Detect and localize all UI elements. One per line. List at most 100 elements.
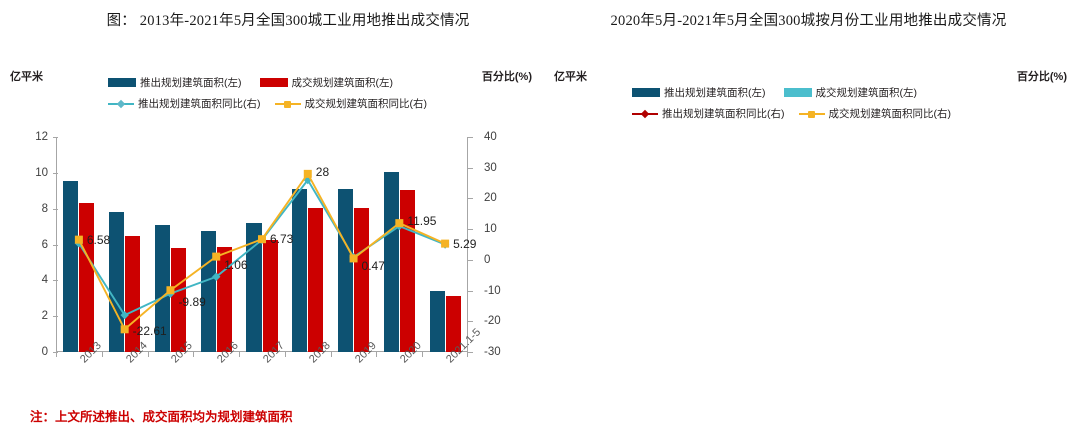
right-chart-panel: 2020年5月-2021年5月全国300城按月份工业用地推出成交情况 亿平米 百… — [540, 0, 1077, 434]
right-chart-legend: 推出规划建筑面积(左) 成交规划建筑面积(左) 推出规划建筑面积同比(右) 成交… — [632, 82, 962, 124]
axis-tick-mark — [53, 137, 58, 138]
bar-deal-area[interactable] — [308, 208, 324, 352]
bar-launch-area[interactable] — [337, 188, 354, 352]
data-point-label: 11.95 — [407, 214, 437, 229]
axis-tick-mark — [468, 229, 473, 231]
legend-swatch-launch-line-icon — [108, 99, 134, 109]
xaxis-category: 2019 — [331, 340, 379, 415]
axis-tick-mark — [53, 172, 58, 174]
legend-label-deal-yoy: 成交规划建筑面积同比(右) — [304, 98, 428, 110]
legend-label-deal-bar: 成交规划建筑面积(左) — [291, 77, 394, 89]
data-point-label: 0.47 — [361, 259, 385, 274]
legend-item-deal-area-bar[interactable]: 成交规划建筑面积(左) — [783, 85, 918, 100]
legend-label-launch-yoy: 推出规划建筑面积同比(右) — [138, 98, 261, 110]
legend-swatch-launch-bar-icon — [108, 78, 136, 87]
xaxis-category: 2021.1-5 — [422, 326, 483, 415]
bar-launch-area[interactable] — [383, 171, 399, 352]
left-chart-title: 图： 2013年-2021年5月全国300城工业用地推出成交情况 — [106, 13, 470, 29]
legend-swatch-launch-bar-icon — [632, 88, 660, 97]
bar-launch-area[interactable] — [429, 290, 445, 352]
bar-launch-area[interactable] — [109, 211, 125, 352]
axis-tick-label: -20 — [484, 315, 501, 328]
data-point-label: 6.73 — [270, 232, 294, 247]
bar-group — [193, 137, 239, 357]
bar-launch-area[interactable] — [63, 181, 79, 352]
axis-tick-mark — [468, 198, 473, 200]
legend-item-deal-area-yoy[interactable]: 成交规划建筑面积同比(右) — [798, 106, 952, 121]
legend-item-launch-area-yoy[interactable]: 推出规划建筑面积同比(右) — [632, 106, 785, 121]
left-chart-secondary-yaxis: -30 -20 -10 0 10 20 30 40 — [468, 131, 526, 358]
left-chart-primary-axis-unit: 亿平米 — [10, 71, 43, 83]
axis-tick-label: 0 — [41, 346, 48, 358]
xaxis-tick — [376, 352, 378, 357]
axis-tick-mark — [468, 321, 473, 323]
bar-launch-area[interactable] — [200, 231, 216, 352]
xaxis-tick — [422, 352, 424, 357]
left-chart-bar-group — [56, 137, 469, 357]
xaxis-tick — [239, 352, 241, 357]
xaxis-category: 2020 — [376, 340, 424, 415]
data-point-label: 28 — [315, 164, 330, 179]
bar-deal-area[interactable] — [445, 296, 461, 352]
legend-swatch-deal-line-icon — [798, 109, 825, 119]
legend-item-deal-area-yoy[interactable]: 成交规划建筑面积同比(右) — [274, 96, 428, 111]
left-chart-secondary-axis-unit: 百分比(%) — [481, 71, 532, 83]
axis-tick-label: -10 — [484, 284, 501, 297]
bar-launch-area[interactable] — [292, 189, 308, 352]
axis-tick-label: 2 — [41, 310, 48, 323]
data-point-label: 6.58 — [86, 232, 111, 247]
axis-tick-label: 20 — [484, 192, 497, 205]
xaxis-tick — [147, 352, 149, 357]
data-point-label: 5.29 — [453, 236, 477, 251]
legend-label-launch-yoy: 推出规划建筑面积同比(右) — [662, 108, 785, 120]
right-chart-secondary-axis-unit: 百分比(%) — [1016, 71, 1067, 83]
axis-tick-label: 4 — [41, 274, 48, 287]
axis-tick-label: 8 — [41, 202, 48, 215]
axis-tick-mark — [53, 280, 58, 282]
axis-tick-mark — [468, 137, 473, 138]
xaxis-tick — [467, 352, 469, 357]
data-point-label: -9.89 — [178, 295, 206, 310]
legend-label-deal-bar: 成交规划建筑面积(左) — [815, 87, 918, 99]
legend-item-launch-area-bar[interactable]: 推出规划建筑面积(左) — [632, 85, 766, 100]
bar-group — [376, 137, 422, 357]
xaxis-tick — [193, 352, 195, 357]
axis-tick-mark — [53, 244, 58, 246]
legend-item-launch-area-yoy[interactable]: 推出规划建筑面积同比(右) — [108, 96, 261, 111]
axis-tick-mark — [468, 290, 473, 292]
legend-label-deal-yoy: 成交规划建筑面积同比(右) — [828, 108, 952, 120]
left-chart-footnote: 注：上文所述推出、成交面积均为规划建筑面积 — [30, 410, 293, 424]
left-chart-primary-yaxis: 0 2 4 6 8 10 12 — [6, 131, 58, 358]
axis-tick-mark — [468, 259, 473, 261]
bar-launch-area[interactable] — [246, 223, 262, 352]
axis-tick-label: 6 — [41, 238, 48, 251]
legend-item-launch-area-bar[interactable]: 推出规划建筑面积(左) — [108, 75, 242, 90]
bar-group — [147, 137, 194, 357]
left-chart-plot-area: 6.58 -22.61 -9.89 1.06 6.73 28 0.47 11.95 5.29 — [56, 137, 476, 357]
axis-tick-label: 0 — [484, 253, 491, 266]
legend-swatch-launch-line-icon — [632, 109, 658, 119]
xaxis-tick — [56, 352, 57, 357]
axis-tick-label: -30 — [484, 346, 501, 358]
axis-tick-label: 10 — [484, 223, 497, 236]
data-point-label: -22.61 — [132, 324, 167, 339]
bar-group — [330, 137, 377, 357]
axis-tick-mark — [53, 316, 58, 318]
legend-swatch-deal-bar-icon — [259, 78, 288, 87]
bar-deal-area[interactable] — [79, 202, 95, 352]
axis-tick-label: 12 — [35, 131, 48, 143]
left-chart-legend: 推出规划建筑面积(左) 成交规划建筑面积(左) 推出规划建筑面积同比(右) 成交… — [108, 72, 427, 114]
right-chart-title: 2020年5月-2021年5月全国300城按月份工业用地推出成交情况 — [610, 13, 1007, 29]
xaxis-tick — [330, 352, 332, 357]
legend-label-launch-bar: 推出规划建筑面积(左) — [664, 87, 766, 99]
bar-deal-area[interactable] — [354, 207, 370, 352]
legend-item-deal-area-bar[interactable]: 成交规划建筑面积(左) — [259, 75, 394, 90]
bar-deal-area[interactable] — [262, 239, 278, 352]
data-point-label: 1.06 — [224, 257, 248, 272]
xaxis-tick — [101, 352, 103, 357]
axis-tick-label: 30 — [484, 161, 497, 174]
legend-swatch-deal-bar-icon — [783, 88, 812, 97]
legend-swatch-deal-line-icon — [274, 99, 301, 109]
axis-tick-mark — [468, 352, 473, 353]
right-chart-primary-axis-unit: 亿平米 — [554, 71, 587, 83]
